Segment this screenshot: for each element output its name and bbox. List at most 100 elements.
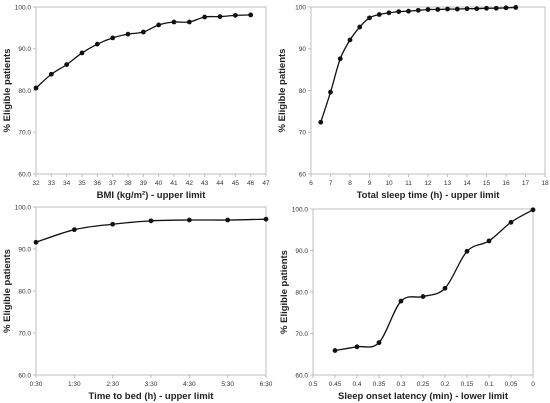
y-tick-label: 80: [299, 88, 307, 95]
x-tick-label: 0.35: [373, 381, 386, 388]
data-point: [484, 5, 489, 11]
data-point: [386, 10, 392, 16]
data-point: [513, 5, 519, 10]
plot-frame: [35, 6, 267, 175]
x-tick-label: 40: [155, 180, 163, 187]
x-tick-label: 0.25: [417, 381, 430, 388]
data-point: [396, 9, 402, 14]
x-tick-label: 4:30: [183, 381, 196, 388]
y-tick-label: 60: [299, 171, 307, 178]
x-tick-label: 16: [502, 180, 510, 187]
x-tick-label: 13: [444, 180, 452, 187]
y-tick-label: 70: [299, 130, 307, 137]
x-axis-label: Total sleep time (h) - upper limit: [357, 190, 501, 201]
series-line: [334, 209, 534, 352]
data-point: [415, 7, 421, 13]
y-axis-label: % Eligible patients: [2, 49, 13, 133]
x-tick-label: 5:30: [221, 381, 234, 388]
data-point: [406, 8, 411, 14]
data-point: [248, 12, 254, 18]
x-tick-label: 41: [170, 180, 178, 187]
data-point: [464, 248, 470, 254]
data-point: [79, 50, 85, 56]
data-point: [367, 15, 372, 21]
y-tick-label: 60.0: [295, 372, 308, 379]
y-tick-label: 60.0: [18, 171, 31, 178]
x-tick-label: 0:30: [30, 381, 43, 388]
x-tick-label: 0.05: [505, 381, 518, 388]
x-tick-label: 32: [32, 180, 40, 187]
plot-frame: [312, 208, 534, 376]
data-point: [420, 294, 426, 299]
x-tick-label: 0.2: [440, 381, 449, 388]
x-tick-label: 42: [186, 180, 194, 187]
x-tick-label: 2:30: [106, 381, 119, 388]
x-tick-label: 0.4: [352, 381, 361, 388]
x-axis-label: Sleep onset latency (min) - lower limit: [338, 391, 509, 402]
y-tick-label: 100.0: [15, 4, 32, 11]
data-point: [435, 7, 441, 12]
data-point: [493, 5, 499, 11]
x-tick-label: 10: [385, 180, 393, 187]
x-tick-label: 18: [541, 180, 549, 187]
data-point: [347, 37, 353, 43]
x-tick-label: 37: [109, 180, 117, 187]
data-point: [357, 24, 363, 30]
chart-4: 0.5 0.45 0.4 0.35 0.3 0.25 0.2 0.15 0.1 0.05 0 60.0…: [279, 206, 536, 402]
data-point: [474, 6, 480, 12]
data-point: [328, 89, 333, 95]
chart-1: 32 33 34 35 36 37 38 39 40 41 42 43 44 45 46 47 60.0 70.0…: [2, 4, 270, 201]
y-tick-label: 70.0: [18, 330, 31, 337]
data-point: [232, 12, 238, 18]
data-point: [33, 85, 39, 91]
data-point: [33, 239, 39, 245]
data-point: [442, 285, 448, 291]
chart-3: 0:30 1:30 2:30 3:30 4:30 5:30 6:30 60.0 70.0 80.0…: [2, 204, 273, 402]
data-point: [398, 298, 404, 304]
x-tick-label: 12: [424, 180, 432, 187]
data-point: [125, 31, 131, 37]
data-point: [71, 227, 77, 233]
data-point: [263, 216, 269, 222]
x-tick-label: 14: [463, 180, 471, 187]
y-tick-label: 80.0: [18, 88, 31, 95]
y-tick-label: 100: [295, 4, 306, 11]
y-tick-label: 100.0: [15, 204, 32, 211]
data-point: [425, 7, 431, 12]
y-tick-label: 70.0: [295, 331, 308, 338]
x-tick-label: 43: [201, 180, 209, 187]
plot-frame: [35, 206, 267, 376]
y-axis-label: % Eligible patients: [2, 249, 13, 333]
y-tick-label: 60.0: [18, 372, 31, 379]
y-tick-label: 90.0: [295, 248, 308, 255]
x-tick-label: 0: [531, 381, 535, 388]
x-tick-label: 39: [140, 180, 148, 187]
data-point: [202, 14, 208, 20]
x-tick-label: 46: [247, 180, 255, 187]
data-point: [503, 5, 509, 11]
data-point: [486, 238, 492, 244]
x-tick-label: 0.1: [484, 381, 493, 388]
data-point: [332, 348, 338, 353]
data-point: [64, 62, 70, 68]
x-axis-label: BMI (kg/m²) - upper limit: [97, 190, 207, 201]
x-tick-label: 8: [348, 180, 352, 187]
data-point: [354, 344, 360, 350]
chart-2: 6 7 8 9 10 11 12 13 14 15 16 17 18 60 70 80 90 100 Total s…: [277, 4, 549, 201]
y-tick-label: 70.0: [18, 130, 31, 137]
y-axis-label: % Eligible patients: [277, 49, 288, 133]
data-point: [337, 56, 343, 62]
x-tick-label: 0.15: [461, 381, 474, 388]
data-point: [171, 19, 177, 25]
x-tick-label: 34: [63, 180, 71, 187]
y-tick-label: 90.0: [18, 46, 31, 53]
x-tick-label: 44: [216, 180, 224, 187]
data-point: [454, 6, 460, 12]
data-point: [186, 19, 192, 25]
data-point: [508, 219, 514, 225]
x-tick-label: 1:30: [68, 381, 81, 388]
y-tick-label: 80.0: [18, 288, 31, 295]
data-point: [140, 29, 146, 35]
data-point: [217, 14, 223, 20]
